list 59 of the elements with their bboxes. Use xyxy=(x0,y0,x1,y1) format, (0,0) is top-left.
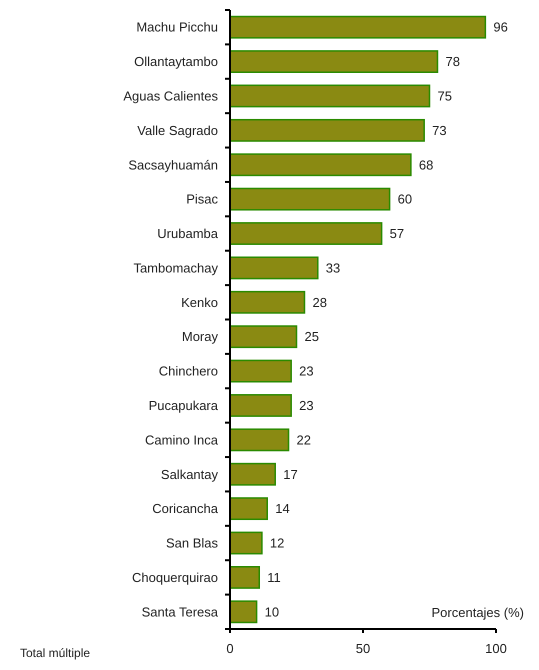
y-tick-label: Pucapukara xyxy=(148,398,219,414)
data-label: 78 xyxy=(445,54,460,70)
bar xyxy=(229,50,438,73)
bar xyxy=(229,153,412,176)
data-label: 12 xyxy=(270,536,284,551)
data-label: 23 xyxy=(299,398,314,414)
y-tick-label: Santa Teresa xyxy=(142,604,219,620)
y-tick-label: Pisac xyxy=(186,192,218,207)
bar xyxy=(229,394,292,417)
data-label: 17 xyxy=(283,466,298,482)
y-tick-label: Choquerquirao xyxy=(132,570,218,585)
y-tick-label: Aguas Calientes xyxy=(123,88,218,104)
data-label: 10 xyxy=(264,604,280,620)
data-label: 57 xyxy=(390,226,404,242)
data-label: 25 xyxy=(304,329,319,344)
bar xyxy=(229,532,263,554)
data-label: 75 xyxy=(438,88,452,104)
y-tick-label: Kenko xyxy=(181,294,218,310)
bar xyxy=(229,188,390,211)
data-label: 11 xyxy=(267,570,281,585)
y-tick-label: Moray xyxy=(182,329,218,344)
bar xyxy=(229,462,276,486)
bar xyxy=(229,428,290,452)
data-label: 96 xyxy=(493,20,508,35)
y-tick-label: Coricancha xyxy=(152,501,219,516)
x-tick-label: 50 xyxy=(356,641,370,656)
y-tick-label: Tambomachay xyxy=(133,260,218,276)
y-tick-label: Urubamba xyxy=(157,226,219,242)
data-label: 23 xyxy=(299,364,314,379)
data-label: 14 xyxy=(275,501,290,516)
bar xyxy=(229,222,382,245)
y-tick-label: Valle Sagrado xyxy=(137,122,218,138)
y-tick-label: San Blas xyxy=(166,536,218,551)
bar xyxy=(229,84,430,108)
y-tick-label: Chinchero xyxy=(158,364,218,379)
text: Total múltiple xyxy=(20,646,90,660)
data-label: 28 xyxy=(312,294,327,310)
y-tick-label: Salkantay xyxy=(160,466,218,482)
bar xyxy=(229,325,298,348)
bar xyxy=(229,566,260,589)
bar xyxy=(229,600,258,624)
bar xyxy=(229,290,306,314)
x-axis-title: Porcentajes (%) xyxy=(432,605,524,620)
y-tick-label: Ollantaytambo xyxy=(134,54,218,70)
bar xyxy=(229,256,319,280)
y-tick-label: Camino Inca xyxy=(145,432,219,448)
bar xyxy=(229,118,425,142)
y-tick-label: Sacsayhuamán xyxy=(128,157,218,172)
data-label: 22 xyxy=(296,432,311,448)
data-label: 33 xyxy=(326,260,340,276)
y-tick-label: Machu Picchu xyxy=(136,20,218,35)
bar xyxy=(229,497,268,520)
data-label: 73 xyxy=(432,122,447,138)
x-tick-label: 100 xyxy=(485,641,507,656)
bar xyxy=(229,16,486,39)
bar xyxy=(229,360,292,382)
data-label: 60 xyxy=(398,192,412,207)
x-tick-label: 0 xyxy=(226,641,234,656)
data-label: 68 xyxy=(418,157,434,172)
